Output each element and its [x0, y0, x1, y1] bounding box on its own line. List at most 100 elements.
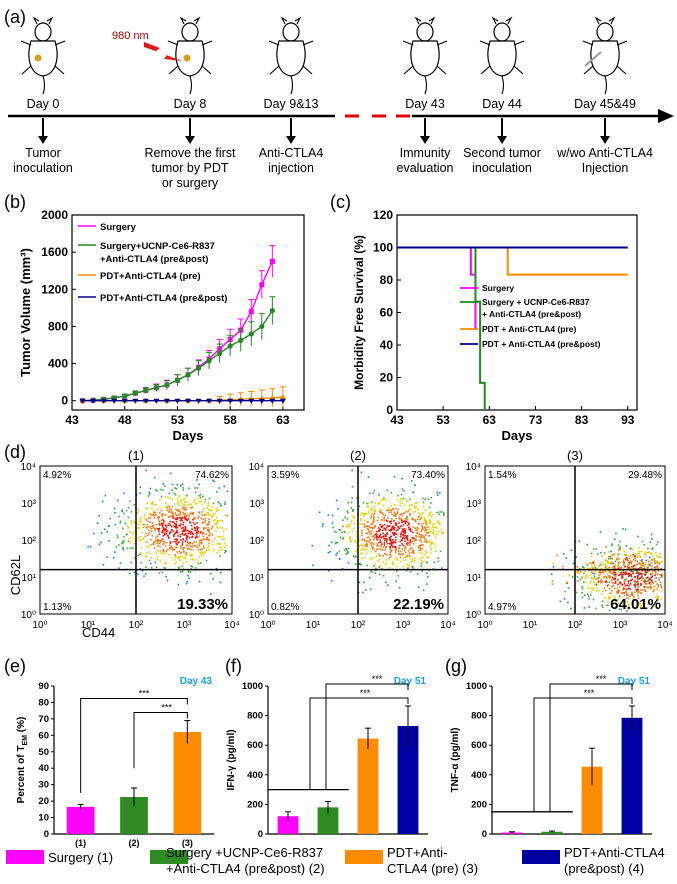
event-dot — [191, 528, 193, 530]
event-dot — [641, 589, 643, 591]
event-dot — [637, 552, 639, 555]
event-dot — [179, 547, 182, 549]
event-dot — [629, 595, 631, 597]
event-dot — [108, 540, 110, 542]
event-dot — [347, 562, 350, 564]
event-dot — [200, 552, 202, 555]
event-dot — [637, 592, 639, 594]
event-dot — [223, 546, 226, 549]
event-dot — [637, 574, 640, 577]
event-dot — [604, 563, 607, 565]
event-dot — [188, 577, 190, 580]
event-dot — [636, 590, 638, 592]
event-dot — [221, 527, 223, 529]
event-dot — [347, 501, 350, 504]
event-dot — [393, 534, 395, 537]
event-dot — [161, 571, 164, 574]
event-dot — [379, 510, 381, 512]
event-dot — [412, 566, 414, 569]
event-dot — [627, 603, 629, 605]
event-dot — [639, 602, 641, 605]
event-dot — [429, 514, 431, 516]
event-dot — [177, 583, 180, 586]
event-dot — [390, 505, 393, 507]
event-dot — [394, 546, 397, 548]
event-dot — [372, 520, 375, 523]
event-dot — [627, 565, 629, 567]
event-dot — [374, 550, 377, 553]
event-dot — [586, 576, 589, 578]
event-dot — [216, 522, 219, 524]
event-dot — [218, 487, 221, 489]
event-dot — [638, 573, 641, 576]
event-dot — [647, 563, 650, 566]
event-dot — [387, 507, 390, 510]
event-dot — [388, 529, 391, 532]
event-caption: Remove the first — [144, 146, 236, 160]
event-dot — [639, 551, 641, 553]
event-dot — [350, 501, 353, 504]
event-dot — [660, 573, 662, 576]
event-dot — [630, 583, 632, 585]
event-dot — [594, 577, 596, 580]
event-dot — [122, 540, 125, 542]
event-dot — [202, 535, 205, 538]
event-dot — [373, 537, 376, 539]
event-dot — [623, 558, 625, 560]
event-dot — [385, 529, 387, 531]
event-dot — [425, 538, 427, 541]
event-dot — [414, 510, 417, 513]
event-dot — [199, 548, 202, 551]
event-dot — [428, 541, 431, 544]
event-dot — [184, 517, 187, 519]
event-dot — [194, 537, 197, 539]
event-dot — [164, 532, 166, 535]
event-dot — [190, 505, 193, 508]
event-dot — [637, 576, 639, 578]
event-dot — [374, 510, 377, 513]
event-dot — [410, 530, 412, 533]
event-dot — [186, 494, 188, 496]
event-dot — [636, 563, 638, 566]
event-dot — [408, 505, 411, 507]
event-dot — [363, 523, 365, 526]
bottom-legend: Surgery (1) Surgery +UCNP-Ce6-R837+Anti-C… — [6, 845, 665, 876]
event-dot — [182, 487, 184, 489]
event-dot — [610, 544, 613, 547]
y-tick-label: 90 — [38, 681, 49, 692]
event-dot — [588, 598, 590, 600]
event-dot — [589, 594, 592, 596]
x-tick-label: 10⁴ — [440, 620, 455, 631]
event-dot — [641, 559, 643, 561]
event-dot — [617, 588, 620, 591]
y-tick-label: 120 — [373, 208, 393, 222]
series-1 — [79, 296, 276, 404]
event-dot — [347, 511, 349, 514]
event-dot — [138, 509, 140, 512]
event-dot — [649, 578, 652, 581]
event-dot — [190, 565, 192, 567]
event-dot — [404, 540, 406, 543]
data-point — [227, 343, 233, 349]
event-dot — [650, 568, 653, 570]
event-dot — [585, 581, 587, 584]
event-dot — [183, 508, 185, 511]
event-dot — [654, 562, 657, 564]
event-dot — [167, 505, 169, 507]
event-dot — [437, 560, 440, 563]
event-dot — [384, 499, 387, 501]
event-dot — [430, 511, 432, 514]
event-dot — [390, 529, 392, 532]
event-dot — [592, 560, 595, 563]
event-dot — [211, 540, 214, 543]
event-dot — [140, 546, 143, 549]
event-dot — [660, 586, 662, 588]
event-dot — [599, 531, 602, 533]
event-dot — [367, 505, 370, 508]
event-dot — [371, 530, 373, 532]
event-dot — [551, 580, 554, 582]
event-dot — [171, 515, 173, 518]
event-dot — [184, 503, 186, 506]
quadrant-lr: 64.01% — [610, 596, 661, 613]
event-dot — [587, 595, 590, 597]
